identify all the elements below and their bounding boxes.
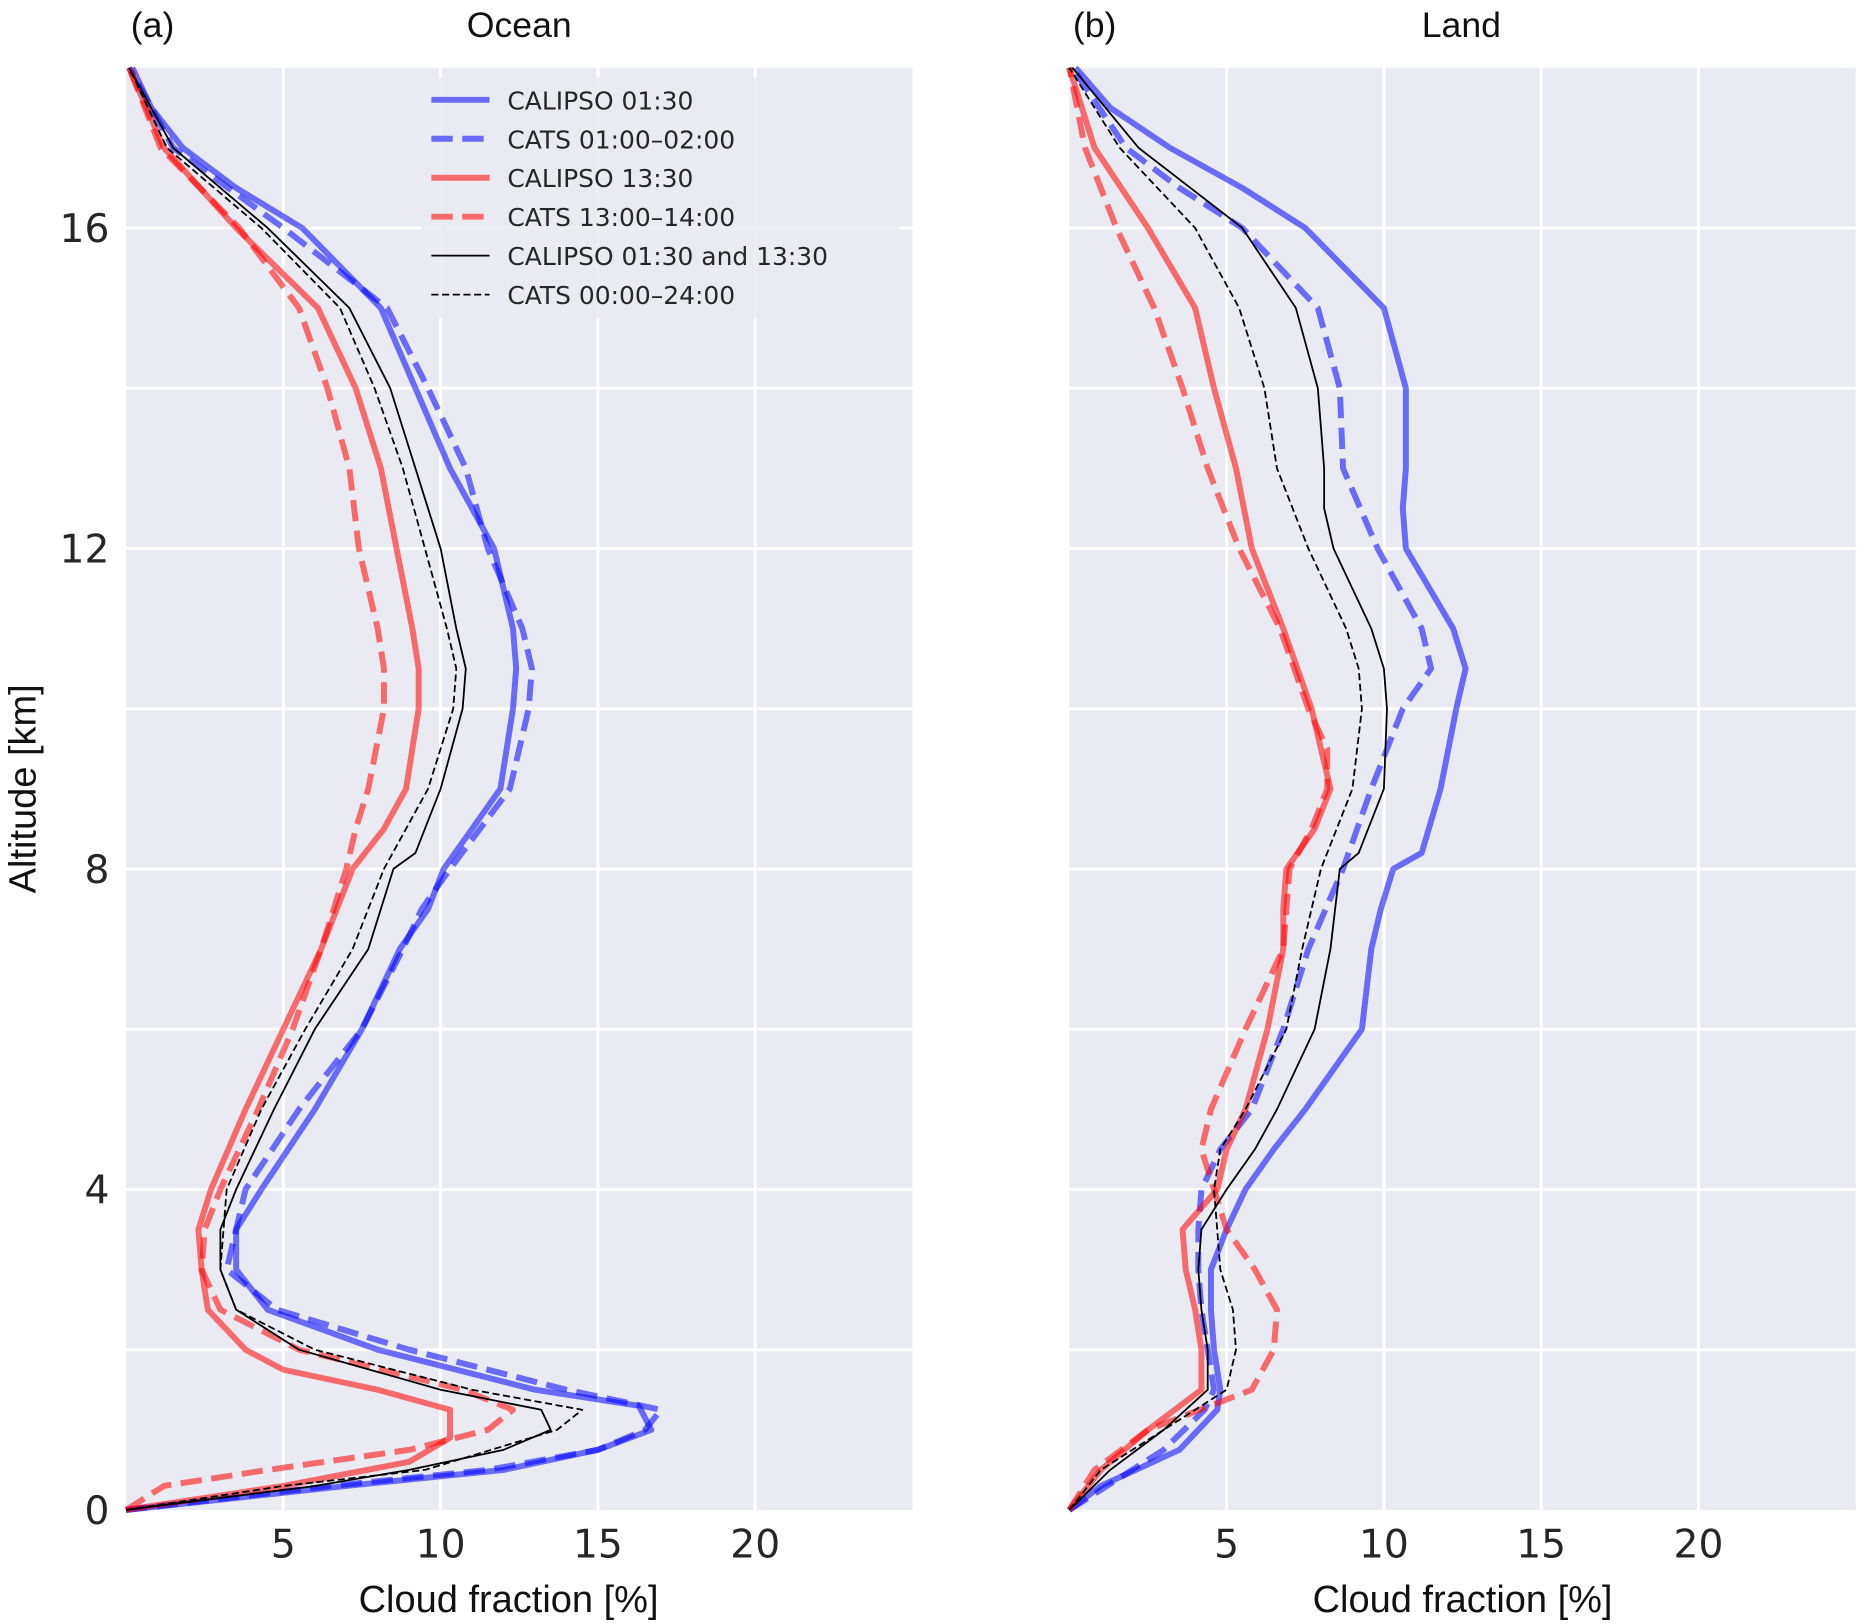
x-tick-label: 15 (573, 1522, 623, 1567)
series-line-cats-01-00-02-00 (125, 66, 664, 1513)
panel-label: (a) (131, 5, 175, 45)
legend-box (421, 77, 900, 319)
plot-area (1069, 67, 1856, 1510)
x-tick-label: 20 (730, 1522, 780, 1567)
series-line-calipso-01-30-and-13-30 (125, 67, 552, 1511)
y-axis-label: Altitude [km] (3, 684, 45, 893)
x-tick-label: 10 (416, 1522, 466, 1567)
series-line-cats-00-00-24-00 (1068, 67, 1363, 1511)
x-tick-label: 20 (1674, 1522, 1724, 1567)
legend: CALIPSO 01:30 CATS 01:00–02:00 CALIPSO 13:… (421, 77, 900, 319)
x-tick-label: 5 (1214, 1522, 1239, 1567)
legend-entry: CALIPSO 01:30 and 13:30 (507, 242, 828, 271)
x-axis-label: Cloud fraction [%] (359, 1579, 659, 1621)
y-tick-label: 12 (60, 528, 110, 573)
panel-land: (b) Land Cloud fraction [%] 5 10 15 20 (1066, 5, 1856, 1621)
legend-entry: CALIPSO 01:30 (507, 86, 693, 115)
chart-title: Ocean (467, 5, 572, 45)
x-tick-label: 5 (271, 1522, 296, 1567)
x-tick-label: 15 (1516, 1522, 1566, 1567)
series-line-calipso-13-30 (1066, 66, 1334, 1512)
y-tick-label: 8 (84, 848, 109, 893)
x-axis-label: Cloud fraction [%] (1313, 1579, 1613, 1621)
series-line-calipso-01-30 (1067, 65, 1469, 1513)
legend-entry: CALIPSO 13:30 (507, 164, 693, 193)
y-tick-label: 4 (84, 1169, 109, 1214)
legend-entry: CATS 00:00–24:00 (507, 281, 735, 310)
panel-ocean: (a) Ocean Cloud fraction [%] Altitude [k… (3, 5, 913, 1621)
series-line-cats-13-00-14-00 (124, 66, 516, 1513)
series-line-cats-13-00-14-00 (1066, 67, 1331, 1512)
panel-label: (b) (1073, 5, 1117, 45)
series-line-calipso-01-30-and-13-30 (1068, 67, 1388, 1511)
x-tick-label: 10 (1359, 1522, 1409, 1567)
series-line-cats-01-00-02-00 (1067, 66, 1435, 1513)
series-line-cats-00-00-24-00 (125, 67, 584, 1511)
legend-entry: CATS 13:00–14:00 (507, 203, 735, 232)
y-tick-label: 0 (84, 1489, 109, 1534)
legend-entry: CATS 01:00–02:00 (507, 125, 735, 154)
chart-title: Land (1422, 5, 1501, 45)
y-tick-label: 16 (60, 207, 110, 252)
series-line-calipso-13-30 (125, 66, 453, 1513)
